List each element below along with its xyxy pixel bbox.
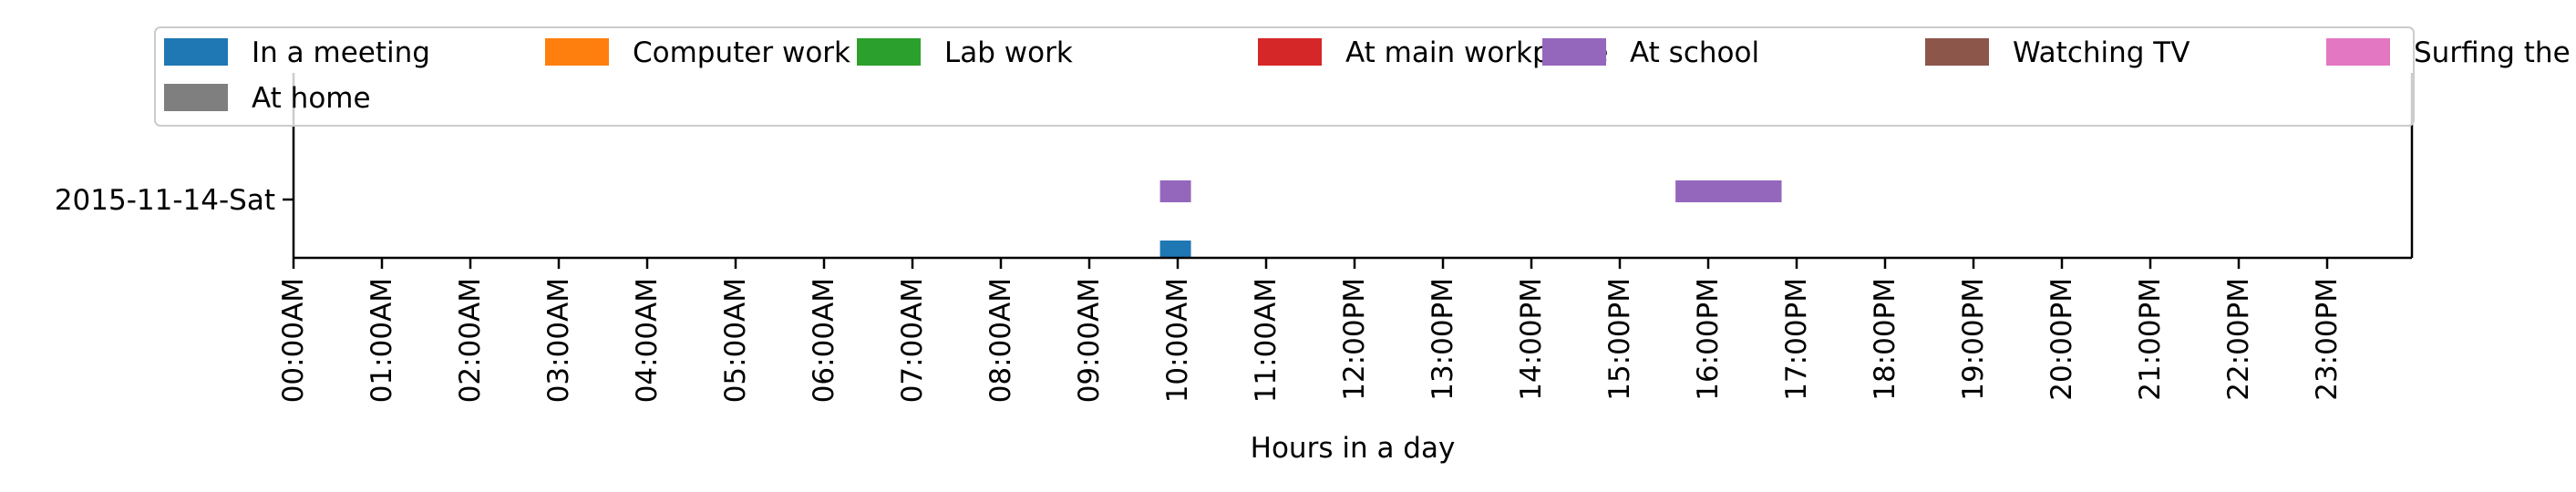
legend-swatch bbox=[164, 38, 228, 66]
legend-label: Surfing the internet bbox=[2414, 36, 2576, 69]
x-axis-label: Hours in a day bbox=[1251, 432, 1456, 465]
legend-label: Watching TV bbox=[2013, 36, 2190, 69]
x-tick-label: 13:00PM bbox=[1427, 278, 1459, 401]
legend: In a meeting Computer work Lab work At main… bbox=[154, 26, 2576, 127]
x-tick-label: 03:00AM bbox=[542, 278, 575, 403]
x-tick-label: 10:00AM bbox=[1161, 278, 1194, 403]
x-tick-label: 18:00PM bbox=[1869, 278, 1901, 401]
x-tick-label: 16:00PM bbox=[1692, 278, 1725, 401]
x-tick-label: 12:00PM bbox=[1338, 278, 1371, 401]
legend-label: Computer work bbox=[633, 36, 850, 69]
legend-swatch bbox=[1258, 38, 1322, 66]
x-tick-label: 15:00PM bbox=[1603, 278, 1636, 401]
x-tick-label: 06:00AM bbox=[808, 278, 840, 403]
x-tick-label: 07:00AM bbox=[896, 278, 929, 403]
legend-swatch bbox=[164, 84, 228, 111]
x-tick-label: 11:00AM bbox=[1250, 278, 1283, 403]
legend-swatch bbox=[857, 38, 921, 66]
x-tick-label: 05:00AM bbox=[719, 278, 752, 403]
y-tick-label: 2015-11-14-Sat bbox=[55, 184, 275, 217]
y-axis-ticks: 2015-11-14-Sat bbox=[55, 184, 294, 217]
legend-swatch bbox=[2326, 38, 2390, 66]
x-tick-label: 04:00AM bbox=[631, 278, 664, 403]
x-tick-label: 14:00PM bbox=[1515, 278, 1548, 401]
x-tick-label: 23:00PM bbox=[2311, 278, 2344, 401]
segment-in-a-meeting bbox=[1159, 241, 1191, 258]
x-tick-label: 02:00AM bbox=[454, 278, 487, 403]
segment-at-school bbox=[1159, 180, 1191, 202]
segment-at-school bbox=[1675, 180, 1782, 202]
x-tick-label: 08:00AM bbox=[984, 278, 1017, 403]
x-tick-label: 21:00PM bbox=[2134, 278, 2167, 401]
segments bbox=[1159, 180, 1782, 258]
legend-swatch bbox=[1925, 38, 1989, 66]
x-tick-label: 20:00PM bbox=[2045, 278, 2078, 401]
x-tick-label: 19:00PM bbox=[1957, 278, 1990, 401]
legend-swatch bbox=[545, 38, 609, 66]
legend-label: At school bbox=[1630, 36, 1759, 69]
x-tick-label: 22:00PM bbox=[2222, 278, 2255, 401]
x-axis-ticks: 00:00AM 01:00AM 02:00AM 03:00AM 04:00AM 05:00… bbox=[277, 258, 2344, 403]
x-tick-label: 17:00PM bbox=[1780, 278, 1813, 401]
legend-label: Lab work bbox=[944, 36, 1073, 69]
x-tick-label: 00:00AM bbox=[277, 278, 310, 403]
legend-items: In a meeting Computer work Lab work At main… bbox=[164, 36, 2576, 115]
legend-label: At home bbox=[252, 82, 371, 115]
legend-swatch bbox=[1542, 38, 1606, 66]
x-tick-label: 09:00AM bbox=[1073, 278, 1106, 403]
legend-label: In a meeting bbox=[252, 36, 430, 69]
x-tick-label: 01:00AM bbox=[366, 278, 398, 403]
legend-frame bbox=[154, 26, 2415, 127]
